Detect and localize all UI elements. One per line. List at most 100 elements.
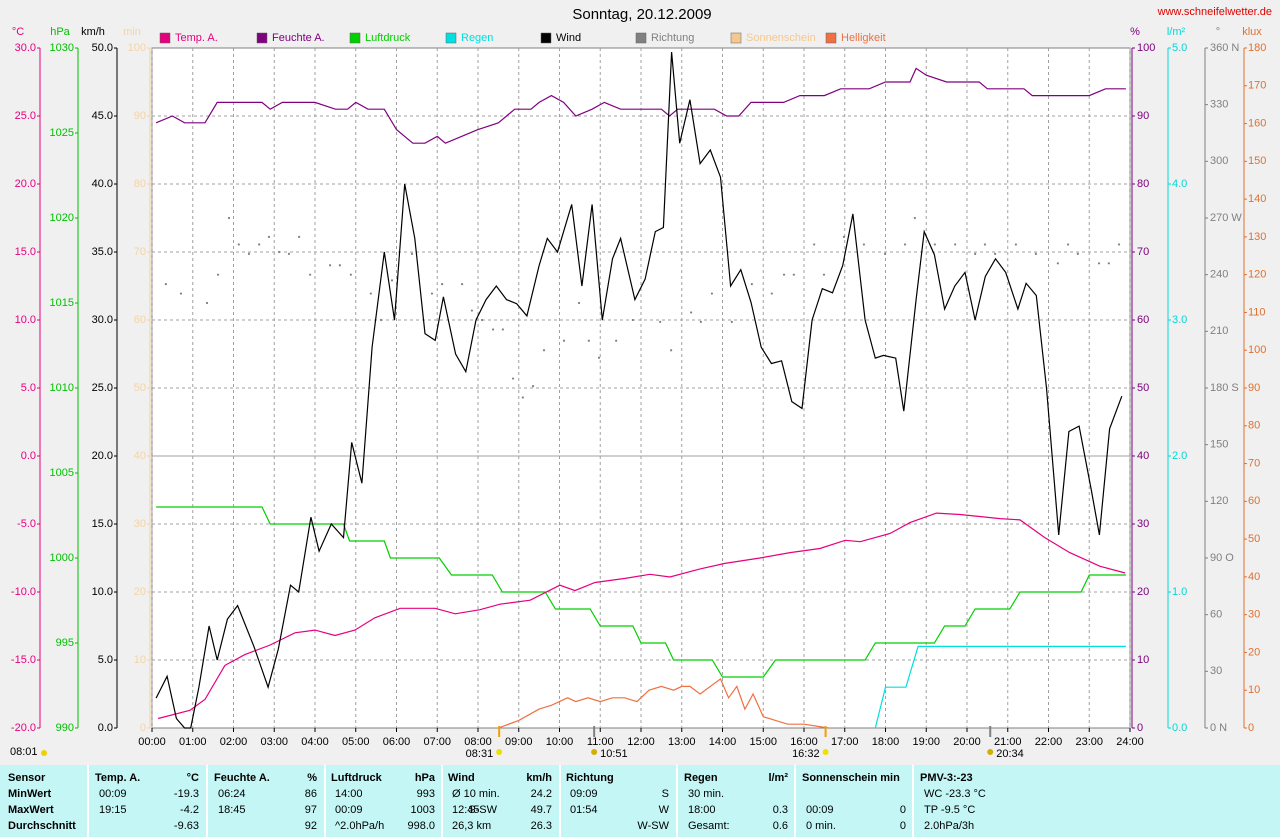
y-tick-label: 70: [1137, 246, 1149, 258]
direction-dot: [216, 273, 220, 276]
y-tick-label: 990: [56, 722, 74, 734]
y-tick-label: 330: [1210, 99, 1228, 111]
direction-dot: [750, 283, 753, 286]
x-tick-label: 24:00: [1116, 736, 1144, 748]
y-tick-label: 30.0: [92, 314, 113, 326]
y-tick-label: 140: [1248, 193, 1266, 205]
y-tick-label: 100: [1248, 344, 1266, 356]
y-tick-label: 20: [1137, 586, 1149, 598]
y-tick-label: 110: [1248, 306, 1266, 318]
x-tick-label: 23:00: [1075, 736, 1103, 748]
direction-dot: [597, 356, 601, 359]
table-cell: -19.3: [174, 788, 199, 800]
y-tick-label: 170: [1248, 80, 1266, 92]
event-icon: [496, 749, 503, 755]
table-cell: 00:09: [335, 804, 363, 816]
direction-dot: [379, 318, 383, 322]
table-header: Feuchte A.: [214, 772, 270, 784]
y-tick-label: 35.0: [92, 246, 113, 258]
y-tick-label: 360 N: [1210, 42, 1239, 54]
direction-dot: [369, 292, 372, 295]
y-tick-label: 60: [134, 314, 146, 326]
event-label: 08:31: [466, 748, 494, 760]
y-tick-label: 3.0: [1172, 314, 1187, 326]
axis-unit: hPa: [50, 26, 70, 38]
table-header: Richtung: [566, 772, 614, 784]
y-tick-label: 10: [134, 654, 146, 666]
table-cell: ^2.0hPa/h: [335, 820, 384, 832]
footnote: 08:01: [10, 746, 38, 758]
direction-dot: [1014, 243, 1018, 246]
y-tick-label: 1000: [50, 552, 74, 564]
table-cell: 0.6: [773, 820, 788, 832]
x-tick-label: 05:00: [342, 736, 370, 748]
direction-dot: [822, 273, 826, 276]
direction-dot: [1076, 252, 1079, 255]
table-cell: 30 min.: [688, 788, 724, 800]
legend-swatch: [730, 32, 742, 44]
y-tick-label: 120: [1248, 269, 1266, 281]
series-line: [156, 506, 1126, 678]
legend-swatch: [635, 32, 647, 44]
table-cell: 00:09: [99, 788, 127, 800]
y-tick-label: 0.0: [21, 450, 36, 462]
direction-dot: [659, 320, 662, 323]
y-tick-label: 5.0: [21, 382, 36, 394]
y-tick-label: 10: [1248, 684, 1260, 696]
series-line: [874, 645, 1126, 729]
y-tick-label: 270 W: [1210, 212, 1242, 224]
table-row-label: Durchschnitt: [8, 820, 76, 832]
y-tick-label: 1.0: [1172, 586, 1187, 598]
direction-dot: [501, 328, 504, 331]
direction-dot: [531, 385, 535, 388]
table-cell: 86: [305, 788, 317, 800]
direction-dot: [862, 243, 866, 246]
legend-label: Regen: [461, 32, 493, 44]
direction-dot: [1034, 252, 1037, 255]
direction-dot: [577, 301, 581, 305]
direction-dot: [730, 320, 733, 323]
y-tick-label: 60: [1137, 314, 1149, 326]
y-tick-label: 4.0: [1172, 178, 1187, 190]
table-header: Sensor: [8, 772, 46, 784]
y-tick-label: -5.0: [17, 518, 36, 530]
y-tick-label: 180: [1248, 42, 1266, 54]
y-tick-label: 0.0: [1172, 722, 1187, 734]
legend-label: Sonnenschein: [746, 32, 816, 44]
y-tick-label: 40: [134, 450, 146, 462]
axis-unit: l/m²: [1167, 26, 1186, 38]
x-tick-label: 14:00: [709, 736, 737, 748]
table-cell: 06:24: [218, 788, 246, 800]
table-cell: -9.63: [174, 820, 199, 832]
legend-label: Richtung: [651, 32, 694, 44]
y-tick-label: 10.0: [15, 314, 36, 326]
table-header-unit: %: [307, 772, 317, 784]
direction-dot: [542, 349, 546, 352]
x-tick-label: 19:00: [912, 736, 940, 748]
direction-dot: [227, 216, 231, 220]
y-tick-label: 25.0: [15, 110, 36, 122]
y-tick-label: 1010: [50, 382, 74, 394]
direction-dot: [974, 252, 977, 255]
legend-swatch: [159, 32, 171, 44]
y-tick-label: 5.0: [1172, 42, 1187, 54]
direction-dot: [349, 273, 352, 276]
table-cell: 26.3: [531, 820, 552, 832]
table-cell: W: [659, 804, 670, 816]
y-tick-label: 30.0: [15, 42, 36, 54]
direction-dot: [1056, 262, 1059, 265]
table-cell: S-SW: [468, 804, 497, 816]
direction-dot: [670, 349, 673, 352]
y-tick-label: 10: [1137, 654, 1149, 666]
table-cell: 49.7: [531, 804, 552, 816]
y-tick-label: 25.0: [92, 382, 113, 394]
direction-dot: [491, 328, 495, 331]
legend-label: Luftdruck: [365, 32, 411, 44]
y-tick-label: 995: [56, 637, 74, 649]
y-tick-label: 40: [1137, 450, 1149, 462]
legend-swatch: [825, 32, 837, 44]
y-tick-label: 90 O: [1210, 552, 1234, 564]
direction-dot: [1066, 243, 1070, 246]
table-cell: 14:00: [335, 788, 363, 800]
y-tick-label: 0 N: [1210, 722, 1227, 734]
